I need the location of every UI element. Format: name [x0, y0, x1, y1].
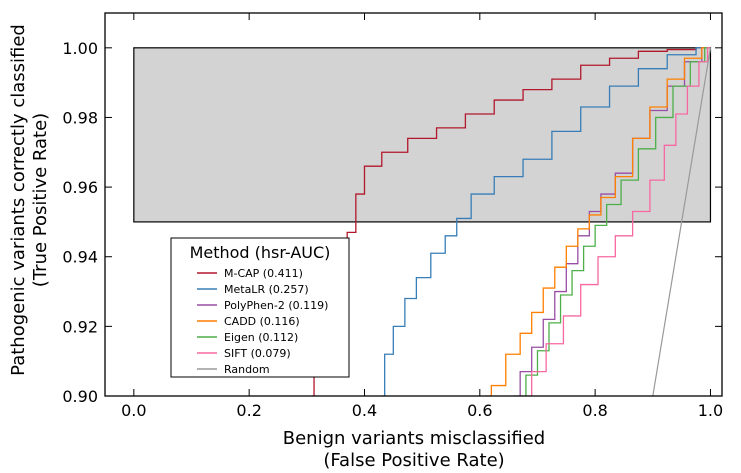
axes: 0.0 0.2 0.4 0.6 0.8 1.0 0.90 0.92 0.94 0.96 0.98 1.…	[62, 12, 723, 420]
legend-label: SIFT (0.079)	[224, 347, 291, 360]
y-axis-label: Pathogenic variants correctly classified	[8, 24, 29, 376]
legend: Method (hsr-AUC) M-CAP (0.411) MetaLR (0.2…	[170, 237, 350, 378]
series-line-4	[520, 47, 711, 396]
legend-label: M-CAP (0.411)	[224, 267, 303, 280]
legend-label: PolyPhen-2 (0.119)	[224, 299, 328, 312]
y-axis-label-secondary: (True Positive Rate)	[30, 113, 51, 287]
y-tick-label: 0.94	[62, 248, 98, 267]
shaded-region	[133, 47, 712, 223]
y-tick-label: 1.00	[62, 39, 98, 58]
legend-label: Random	[224, 363, 270, 376]
x-tick-label: 0.6	[467, 401, 492, 420]
y-tick-label: 0.96	[62, 178, 98, 197]
series-line-3	[485, 47, 711, 396]
x-tick-label: 0.2	[236, 401, 261, 420]
y-tick-label: 0.90	[62, 387, 98, 406]
y-tick-label: 0.92	[62, 317, 98, 336]
x-tick-label: 0.0	[121, 401, 146, 420]
series-line-6	[652, 47, 712, 396]
legend-title: Method (hsr-AUC)	[190, 243, 331, 262]
y-tick-label: 0.98	[62, 108, 98, 127]
plot-area	[133, 47, 712, 396]
x-axis-label-secondary: (False Positive Rate)	[323, 450, 504, 471]
series-line-1	[381, 47, 711, 396]
series-line-5	[525, 47, 711, 396]
axes-frame	[104, 12, 723, 397]
legend-box	[170, 237, 350, 378]
x-tick-label: 0.8	[582, 401, 607, 420]
x-axis-label: Benign variants misclassified	[283, 428, 546, 449]
x-tick-label: 1.0	[698, 401, 723, 420]
legend-label: MetaLR (0.257)	[224, 283, 309, 296]
legend-label: CADD (0.116)	[224, 315, 300, 328]
x-tick-label: 0.4	[352, 401, 377, 420]
legend-label: Eigen (0.112)	[224, 331, 298, 344]
